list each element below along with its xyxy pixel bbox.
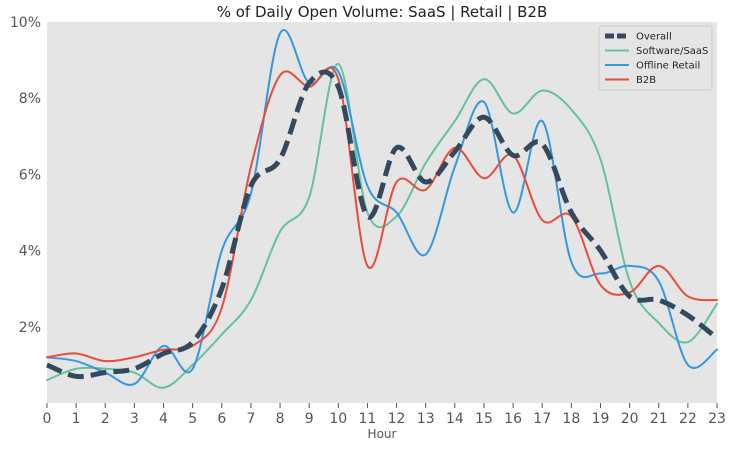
series-line-b2b	[46, 67, 718, 363]
legend-label: Software/SaaS	[636, 46, 708, 57]
y-tick-label: 6%	[19, 167, 41, 183]
x-tick-label: 6	[217, 411, 226, 427]
x-tick-label: 12	[388, 411, 406, 427]
x-tick-label: 11	[359, 411, 377, 427]
legend-label: B2B	[636, 75, 656, 86]
x-tick-label: 16	[504, 411, 522, 427]
x-tick-label: 2	[101, 411, 110, 427]
legend-label: Overall	[636, 32, 672, 43]
x-tick-label: 18	[562, 411, 580, 427]
x-tick-label: 15	[475, 411, 493, 427]
x-tick-label: 22	[679, 411, 697, 427]
x-tick-label: 1	[72, 411, 81, 427]
x-tick-label: 19	[592, 411, 610, 427]
x-tick-label: 8	[276, 411, 285, 427]
y-axis: 2% 4% 6% 8% 10%	[10, 15, 41, 336]
x-tick-label: 7	[246, 411, 255, 427]
x-tick-label: 5	[188, 411, 197, 427]
x-tick-label: 3	[130, 411, 139, 427]
x-tick-label: 23	[708, 411, 726, 427]
legend: Overall Software/SaaS Offline Retail B2B	[598, 25, 713, 91]
y-tick-label: 4%	[19, 244, 41, 260]
x-tick-label: 17	[533, 411, 551, 427]
x-axis: 0 1 2 3 4 5 6 7 8 9 10 11 12 13 14 15 16 17 18 19 20 21 22 23	[43, 403, 726, 427]
legend-box	[598, 25, 713, 91]
legend-label: Offline Retail	[636, 61, 700, 72]
x-tick-label: 4	[159, 411, 168, 427]
x-tick-label: 9	[305, 411, 314, 427]
x-axis-label: Hour	[368, 427, 397, 441]
y-tick-label: 2%	[19, 320, 41, 336]
x-tick-label: 0	[43, 411, 52, 427]
chart-title: % of Daily Open Volume: SaaS | Retail | …	[217, 3, 548, 21]
x-tick-label: 13	[417, 411, 435, 427]
x-tick-label: 20	[621, 411, 639, 427]
x-tick-label: 21	[650, 411, 668, 427]
y-tick-label: 10%	[10, 15, 41, 31]
series-layer	[46, 29, 719, 389]
x-tick-label: 14	[446, 411, 464, 427]
y-tick-label: 8%	[19, 91, 41, 107]
x-tick-label: 10	[329, 411, 347, 427]
series-line-overall	[46, 69, 719, 380]
